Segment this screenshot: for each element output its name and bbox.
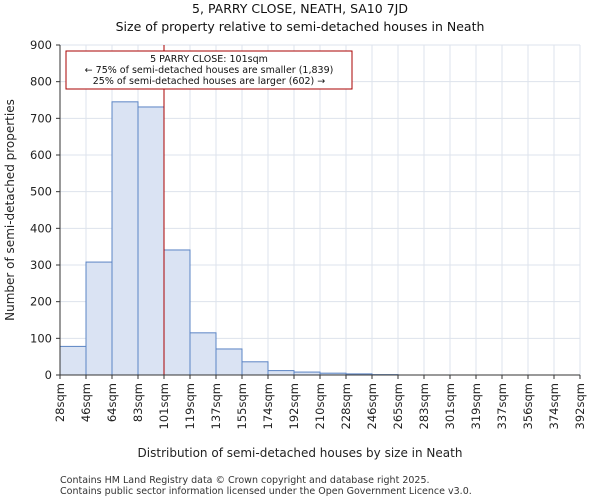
bar-155sqm (241, 361, 269, 376)
bar-28sqm (59, 345, 87, 376)
annotation-frame (65, 50, 353, 90)
bar-46sqm (85, 261, 113, 376)
x-tick-label-174sqm: 174sqm (261, 383, 275, 429)
chart-title: 5, PARRY CLOSE, NEATH, SA10 7JD (192, 1, 408, 16)
x-tick-label-356sqm: 356sqm (521, 383, 535, 429)
x-tick-label-265sqm: 265sqm (391, 383, 405, 429)
annotation-line-1: 5 PARRY CLOSE: 101sqm (150, 54, 268, 65)
x-tick-label-137sqm: 137sqm (209, 383, 223, 429)
x-tick-label-374sqm: 374sqm (547, 383, 561, 429)
footer-line-2: Contains public sector information licen… (60, 486, 472, 497)
bar-174sqm (267, 370, 295, 376)
x-tick-label-392sqm: 392sqm (573, 383, 587, 429)
x-tick-label-155sqm: 155sqm (235, 383, 249, 429)
y-tick-label-300: 300 (30, 258, 52, 272)
x-tick-label-192sqm: 192sqm (287, 383, 301, 429)
x-tick-label-46sqm: 46sqm (79, 383, 93, 422)
y-tick-label-700: 700 (30, 111, 52, 125)
x-tick-label-119sqm: 119sqm (183, 383, 197, 429)
y-tick-label-200: 200 (30, 295, 52, 309)
y-tick-label-900: 900 (30, 38, 52, 52)
x-tick-label-64sqm: 64sqm (105, 383, 119, 422)
x-tick-label-101sqm: 101sqm (157, 383, 171, 429)
bar-83sqm (137, 106, 165, 376)
x-tick-label-246sqm: 246sqm (365, 383, 379, 429)
x-axis-title: Distribution of semi-detached houses by … (138, 446, 463, 460)
x-ticks: 28sqm 46sqm 64sqm 83sqm 101sqm 119sqm 137sqm 15… (53, 375, 587, 429)
y-tick-label-600: 600 (30, 148, 52, 162)
annotation-line-2: ← 75% of semi-detached houses are smalle… (85, 65, 334, 76)
x-tick-label-83sqm: 83sqm (131, 383, 145, 422)
bar-64sqm (111, 101, 139, 376)
bar-137sqm (215, 348, 243, 376)
y-tick-label-500: 500 (30, 185, 52, 199)
y-ticks: 0 100 200 300 400 500 600 700 800 900 (30, 38, 60, 382)
footer-line-1: Contains HM Land Registry data © Crown c… (60, 475, 430, 486)
x-tick-label-337sqm: 337sqm (495, 383, 509, 429)
annotation-line-3: 25% of semi-detached houses are larger (… (93, 76, 326, 87)
y-tick-label-100: 100 (30, 331, 52, 345)
y-tick-label-400: 400 (30, 221, 52, 235)
bar-119sqm (189, 332, 217, 376)
x-tick-label-210sqm: 210sqm (313, 383, 327, 429)
chart-subtitle: Size of property relative to semi-detach… (116, 19, 485, 34)
y-tick-label-0: 0 (45, 368, 52, 382)
x-tick-label-28sqm: 28sqm (53, 383, 67, 422)
y-axis-title: Number of semi-detached properties (3, 99, 17, 321)
y-tick-label-800: 800 (30, 75, 52, 89)
x-tick-label-301sqm: 301sqm (443, 383, 457, 429)
x-tick-label-283sqm: 283sqm (417, 383, 431, 429)
x-tick-label-228sqm: 228sqm (339, 383, 353, 429)
x-tick-label-319sqm: 319sqm (469, 383, 483, 429)
bar-101sqm (163, 249, 191, 376)
annotation-box: 5 PARRY CLOSE: 101sqm ← 75% of semi-deta… (65, 50, 353, 90)
